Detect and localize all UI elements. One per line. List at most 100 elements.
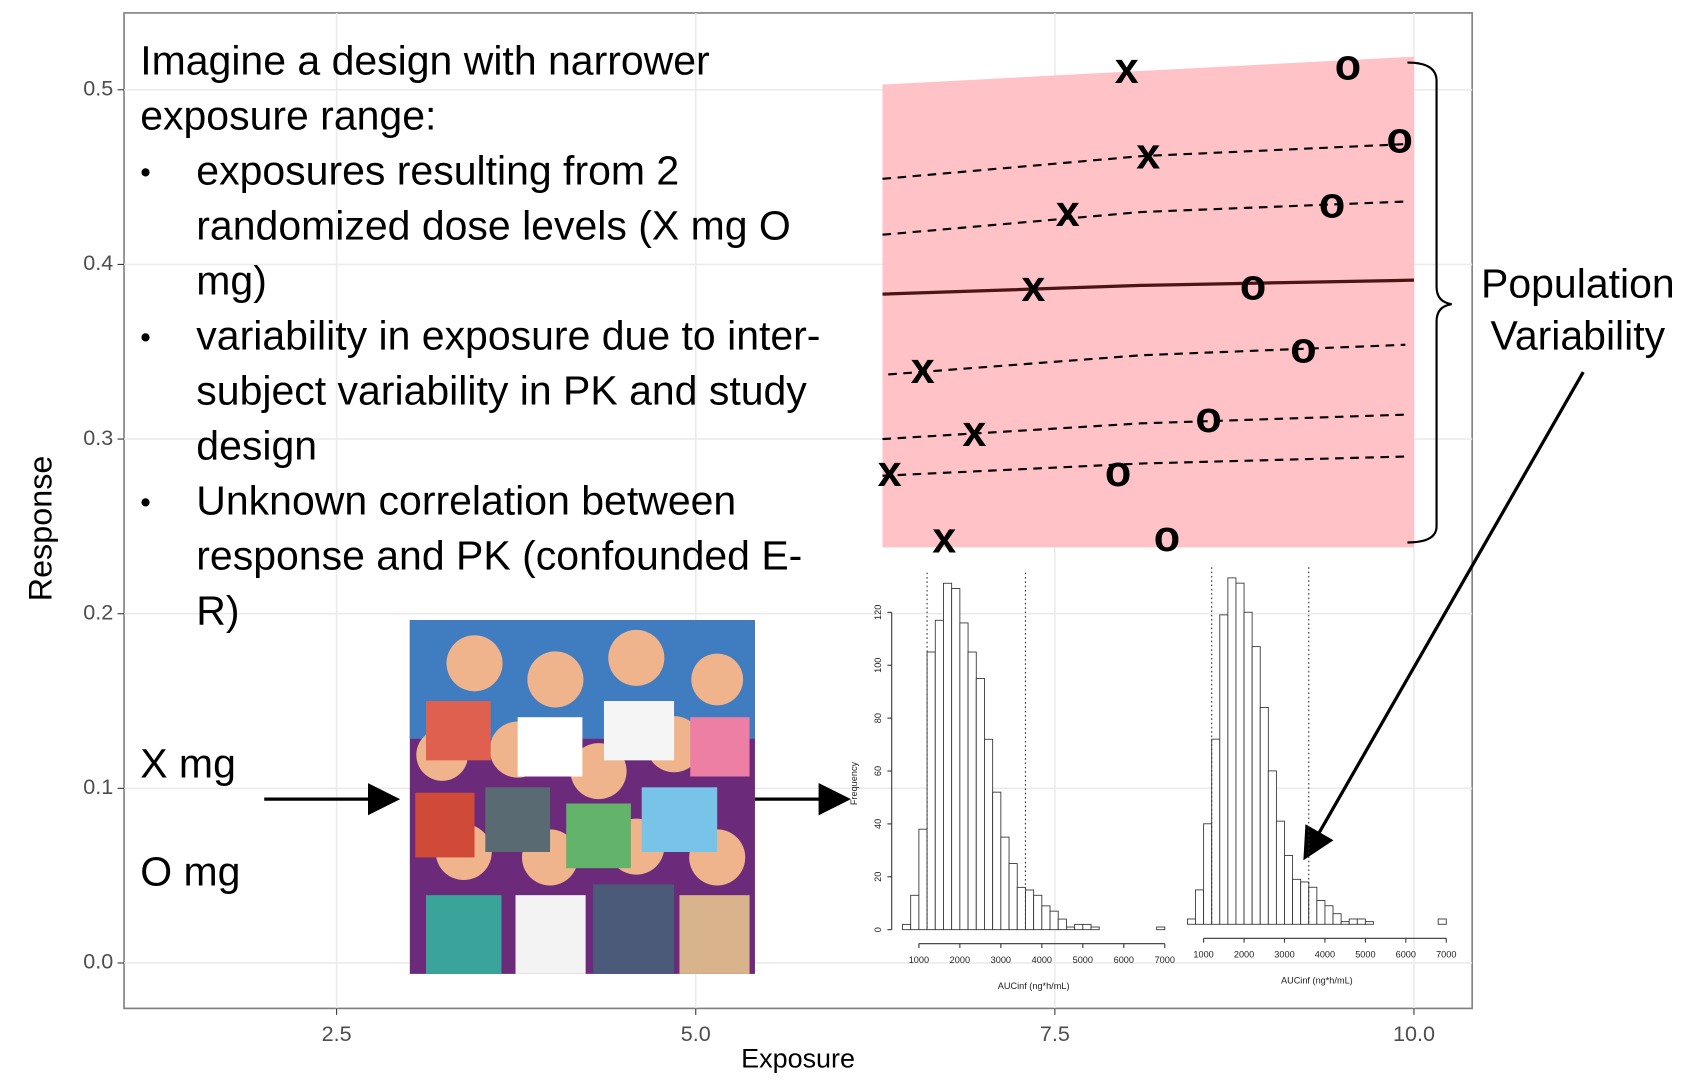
hist-bar xyxy=(1074,923,1084,931)
hist-bar xyxy=(1340,921,1350,925)
hist-bar xyxy=(1041,905,1051,931)
x-tick-label: 6000 xyxy=(1114,955,1134,965)
x-axis-title: AUCinf (ng*h/mL) xyxy=(998,981,1070,991)
hist-bar xyxy=(1016,886,1026,931)
hist-bar xyxy=(1437,918,1447,925)
y-tick-label: 40 xyxy=(873,819,883,829)
hist-bar xyxy=(992,791,1002,931)
curve xyxy=(882,142,1410,180)
point-marker: o xyxy=(1386,115,1412,163)
hist-bar xyxy=(959,622,969,931)
y-axis-title: Response xyxy=(23,456,59,602)
x-tick-label: 2.5 xyxy=(322,1021,352,1046)
hist-bar xyxy=(1308,886,1318,925)
point-marker: o xyxy=(1290,324,1316,372)
x-tick-label: 10.0 xyxy=(1393,1021,1435,1046)
hist-bar xyxy=(1203,823,1213,925)
hist-bar xyxy=(910,894,920,931)
hist-bar xyxy=(1008,863,1018,931)
point-marker: o xyxy=(1105,448,1131,496)
hist-bar xyxy=(1156,926,1166,931)
curve xyxy=(882,200,1406,236)
hist-bar xyxy=(1090,926,1100,931)
hist-bar xyxy=(1324,905,1334,925)
curve xyxy=(882,413,1406,441)
hist-bar xyxy=(1082,923,1092,931)
point-marker: o xyxy=(1154,513,1180,561)
x-tick-label: 5000 xyxy=(1073,955,1093,965)
hist-bar xyxy=(1300,881,1310,925)
hist-bar xyxy=(1259,707,1269,925)
dose-label: O mg xyxy=(140,849,241,896)
point-marker: o xyxy=(1240,261,1266,309)
x-tick-label: 5000 xyxy=(1355,950,1375,960)
point-marker: o xyxy=(1319,179,1345,227)
annotation-arrow xyxy=(1303,371,1585,861)
y-tick-label: 120 xyxy=(873,605,883,620)
y-axis-title: Frequency xyxy=(849,761,859,805)
annotation: Population Variability xyxy=(1480,262,1675,360)
y-tick-label: 0 xyxy=(873,927,883,932)
hist-bar xyxy=(967,651,977,931)
bullet: exposures resulting from 2 randomized do… xyxy=(140,145,822,310)
point-marker: x xyxy=(911,345,935,393)
y-tick-label: 20 xyxy=(873,872,883,882)
hist-bar xyxy=(1227,577,1237,925)
y-tick-label: 0.2 xyxy=(83,599,113,624)
curve xyxy=(882,455,1406,477)
hist-bar xyxy=(1356,918,1366,925)
hist-bar xyxy=(926,651,936,931)
point-marker: o xyxy=(1335,41,1361,89)
x-tick-label: 5.0 xyxy=(681,1021,711,1046)
x-tick-label: 2000 xyxy=(950,955,970,965)
hist-bar xyxy=(1235,582,1245,925)
x-tick-label: 3000 xyxy=(1274,950,1294,960)
y-tick-label: 0.3 xyxy=(83,425,113,450)
people-illustration xyxy=(409,620,755,974)
x-tick-label: 7000 xyxy=(1436,950,1456,960)
hist-bar xyxy=(1243,611,1253,925)
hist-bar xyxy=(934,619,944,931)
hist-bar xyxy=(1186,918,1196,925)
y-tick-label: 0.0 xyxy=(83,949,113,974)
hist-bar xyxy=(1251,646,1261,925)
bullet-list: exposures resulting from 2 randomized do… xyxy=(140,145,822,640)
x-axis-title: AUCinf (ng*h/mL) xyxy=(1281,976,1353,986)
hist-bar xyxy=(943,582,953,931)
heading: Imagine a design with narrower exposure … xyxy=(140,38,710,140)
point-marker: x xyxy=(932,515,956,563)
point-marker: o xyxy=(1195,394,1221,442)
hist-bar xyxy=(1049,910,1059,931)
x-tick-label: 1000 xyxy=(909,955,929,965)
point-marker: x xyxy=(1056,188,1080,236)
bracket xyxy=(1407,61,1452,544)
hist-bar xyxy=(1348,918,1358,925)
x-tick-label: 2000 xyxy=(1234,950,1254,960)
curve xyxy=(888,343,1406,376)
hist-bar xyxy=(902,923,912,931)
dose-label: X mg xyxy=(140,742,236,788)
y-tick-label: 100 xyxy=(873,658,883,673)
x-tick-label: 4000 xyxy=(1315,950,1335,960)
band xyxy=(882,56,1414,548)
bullet: Unknown correlation between response and… xyxy=(140,475,822,640)
y-tick-label: 80 xyxy=(873,713,883,723)
hist-bar xyxy=(1219,614,1229,925)
text-box: Imagine a design with narrower exposure … xyxy=(140,35,830,640)
hist-bar xyxy=(1057,918,1067,931)
hist-bar xyxy=(1267,770,1277,925)
curve xyxy=(882,278,1415,296)
hist-bar xyxy=(1364,921,1374,925)
hist-bar xyxy=(975,678,985,931)
hist-bar xyxy=(1211,738,1221,925)
hist-bar xyxy=(918,828,928,931)
hist-bar xyxy=(1065,926,1076,931)
point-marker: x xyxy=(1021,263,1045,311)
hist-bar xyxy=(1025,889,1035,931)
point-marker: x xyxy=(962,408,986,456)
y-tick-label: 0.5 xyxy=(83,75,113,100)
